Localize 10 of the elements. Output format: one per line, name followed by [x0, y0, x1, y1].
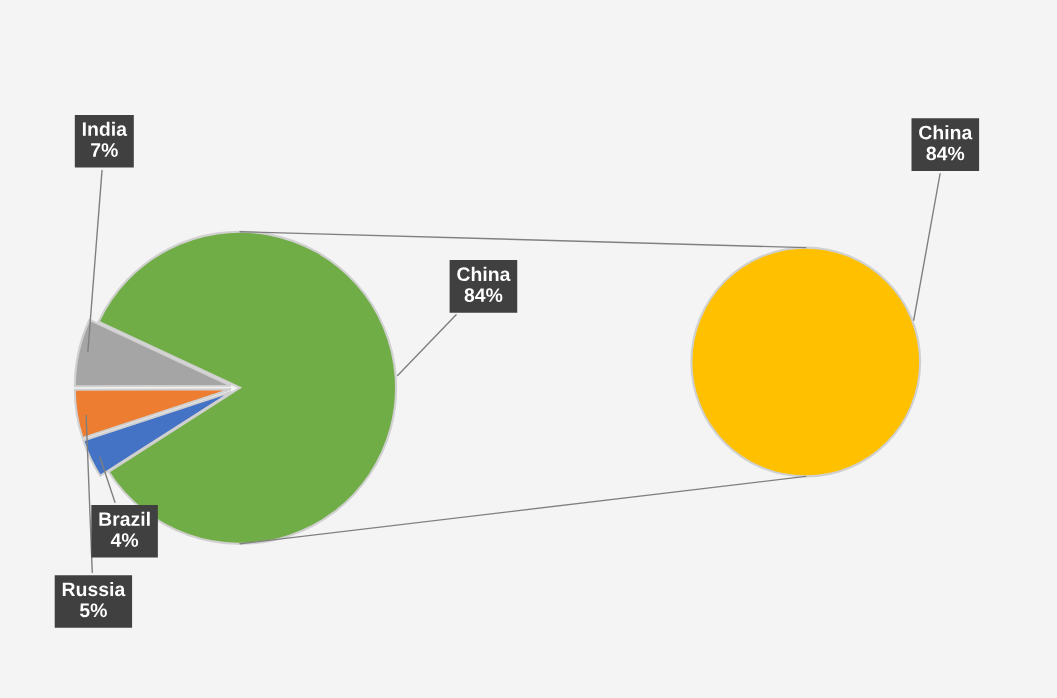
data-label: 84%: [926, 146, 965, 161]
data-label: 5%: [79, 603, 107, 618]
slice-label: China: [457, 266, 511, 282]
slice-label: China: [919, 125, 973, 140]
data-label: 84%: [464, 288, 503, 303]
slice-label: Russia: [62, 581, 126, 597]
data-label: 4%: [110, 533, 139, 547]
slice-label: India: [82, 121, 128, 136]
slice-label: Brazil: [99, 511, 150, 527]
data-label: 7%: [91, 143, 118, 157]
